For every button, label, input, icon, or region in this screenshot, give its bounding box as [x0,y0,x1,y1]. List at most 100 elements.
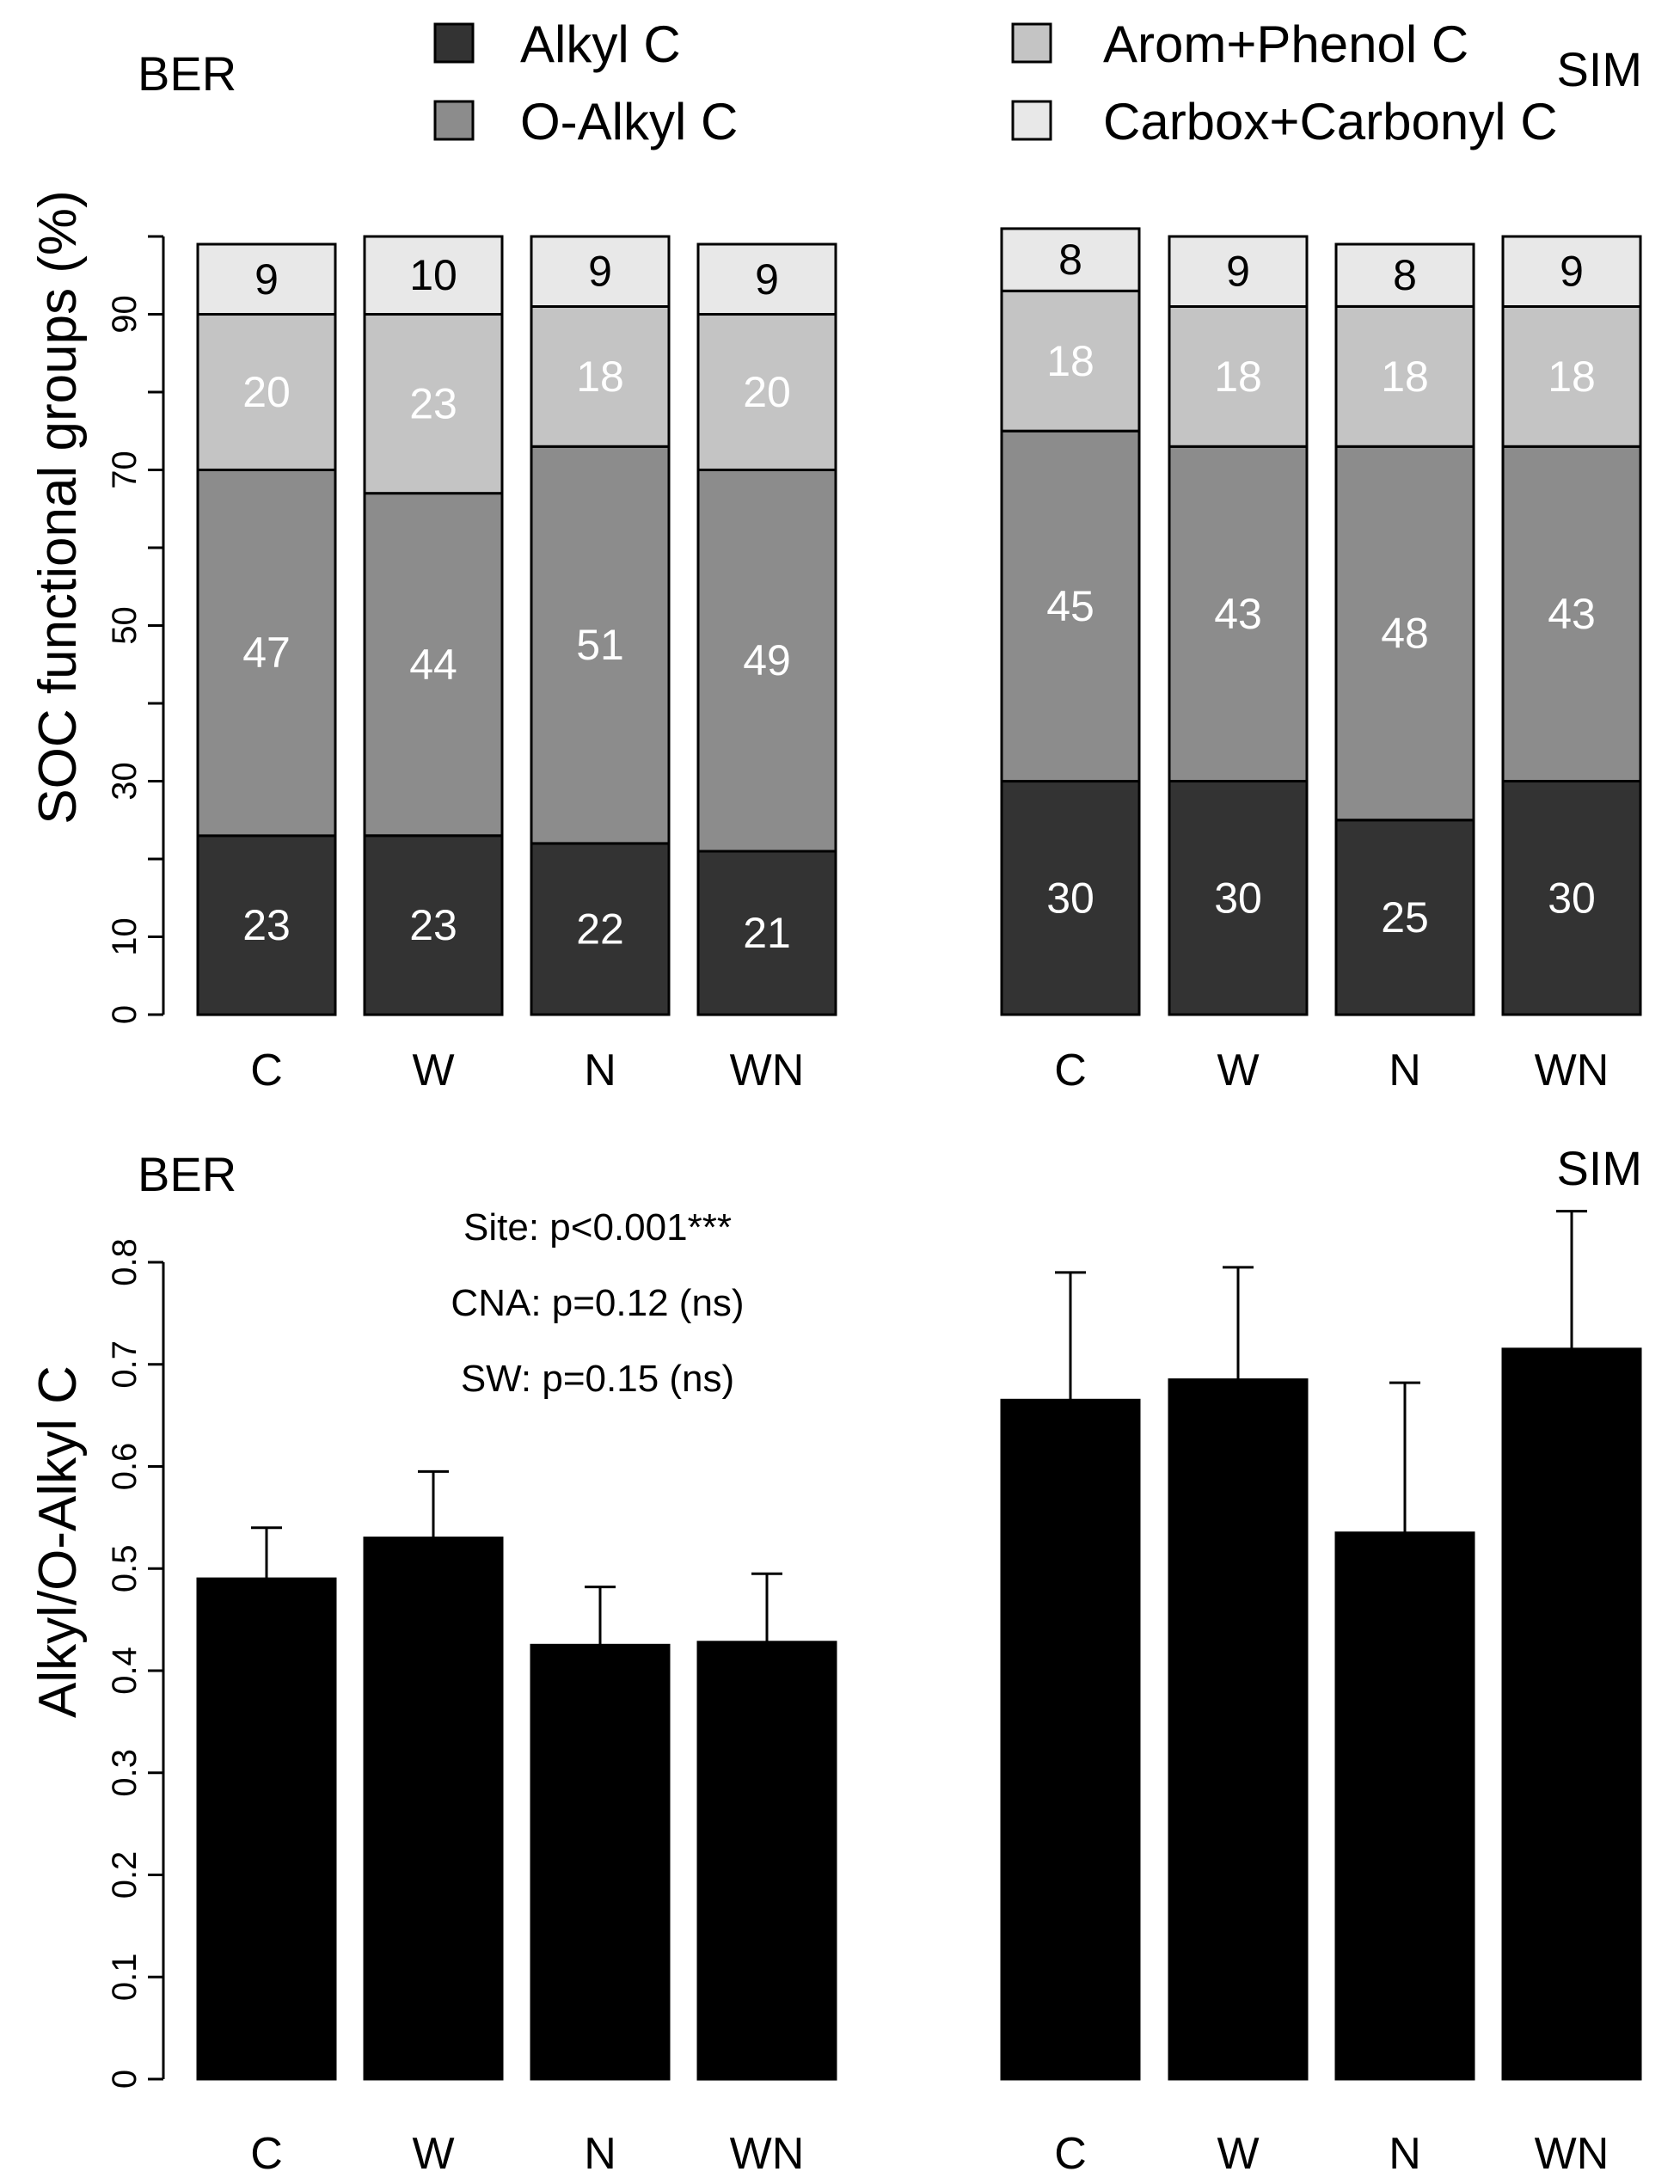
bar-segment-label-top-left-wn-1: 49 [743,636,791,684]
x-tick-label-top-right-w: W [1217,1046,1259,1095]
bar-segment-label-top-left-n-0: 22 [576,905,624,954]
bar-segment-top-right-wn-2 [1501,304,1642,448]
y-tick-label-top-0: 0 [106,1005,144,1024]
bar-segment-label-top-right-wn-3: 9 [1560,248,1584,296]
bar-segment-label-top-left-c-2: 20 [242,368,291,416]
bar-segment-top-right-c-0 [1000,780,1141,1016]
panel-title-top-right: SIM [1556,42,1642,96]
x-tick-label-bottom-left-c: C [250,2129,283,2179]
bar-segment-top-right-n-1 [1334,445,1475,822]
bar-segment-label-top-right-c-0: 30 [1046,874,1094,922]
bar-segment-label-top-left-w-1: 44 [409,641,457,689]
legend: Alkyl C O-Alkyl C Arom+Phenol C Carbox+C… [433,15,1558,150]
bar-segment-top-right-c-2 [1000,289,1141,433]
bar-segment-label-top-right-wn-2: 18 [1548,353,1596,401]
bar-segment-top-left-c-0 [196,834,337,1016]
x-tick-label-top-right-c: C [1054,1046,1087,1095]
y-tick-label-top-70: 70 [106,451,144,489]
bar-segment-label-top-right-c-2: 18 [1046,337,1094,385]
bar-segment-label-top-right-w-1: 43 [1214,590,1262,638]
bar-segment-label-top-left-c-0: 23 [242,901,291,949]
annotation-sw: SW: p=0.15 (ns) [461,1358,734,1400]
bar-segment-top-left-wn-3 [696,242,837,316]
bar-segment-top-left-n-1 [530,445,671,845]
y-tick-label-bottom-0.6: 0.6 [106,1443,144,1491]
bar-segment-top-left-n-2 [530,304,671,448]
bar-bottom-right-wn [1501,1347,1642,2081]
bar-segment-label-top-left-n-2: 18 [576,353,624,401]
bar-segment-label-top-left-n-1: 51 [576,621,624,669]
x-tick-label-bottom-right-n: N [1389,2129,1421,2179]
legend-label-arom-phenol: Arom+Phenol C [1103,15,1468,73]
bar-segment-label-top-left-w-2: 23 [409,380,457,428]
statistics-annotations: Site: p<0.001*** CNA: p=0.12 (ns) SW: p=… [451,1206,744,1400]
bar-segment-label-top-right-n-0: 25 [1381,893,1429,942]
x-tick-label-top-left-wn: WN [730,1046,805,1095]
bar-segment-label-top-right-c-3: 8 [1058,236,1082,284]
bar-bottom-right-w [1168,1378,1309,2081]
bar-segment-top-left-c-1 [196,469,337,837]
panel-title-bottom-right: SIM [1556,1141,1642,1195]
panel-bottom-right: C W N WN [1000,1210,1642,2179]
bar-segment-label-top-right-wn-0: 30 [1548,874,1596,922]
y-tick-label-bottom-0.4: 0.4 [106,1647,144,1695]
bar-bottom-right-n [1334,1531,1475,2081]
bar-segment-top-left-n-0 [530,842,671,1016]
legend-swatch-alkyl [433,22,475,64]
x-tick-label-top-right-n: N [1389,1046,1421,1095]
legend-label-alkyl: Alkyl C [520,15,681,73]
panel-bottom-left: C W N WN [196,1469,837,2179]
bar-segment-label-top-left-w-3: 10 [409,251,457,299]
bar-segment-top-left-w-1 [363,492,504,837]
legend-label-o-alkyl: O-Alkyl C [520,93,738,150]
y-tick-label-bottom-0.2: 0.2 [106,1851,144,1899]
panel-title-top-left: BER [138,46,236,101]
y-tick-label-bottom-0.3: 0.3 [106,1749,144,1797]
x-tick-label-top-right-wn: WN [1535,1046,1609,1095]
bar-segment-top-left-n-3 [530,235,671,308]
bar-segment-top-right-c-1 [1000,429,1141,783]
bar-segment-label-top-left-wn-0: 21 [743,909,791,957]
bar-segment-label-top-right-n-3: 8 [1393,251,1417,299]
y-tick-label-bottom-0.7: 0.7 [106,1340,144,1389]
bar-bottom-left-c [196,1577,337,2081]
bar-segment-label-top-right-n-1: 48 [1381,610,1429,658]
bar-segment-top-right-wn-1 [1501,445,1642,782]
annotation-cna: CNA: p=0.12 (ns) [451,1282,744,1324]
x-tick-label-bottom-right-c: C [1054,2129,1087,2179]
bar-segment-top-right-w-0 [1168,780,1309,1016]
y-axis-bottom: 0 0.1 0.2 0.3 0.4 0.5 0.6 0.7 0.8 [106,1238,165,2089]
bar-segment-top-right-w-3 [1168,235,1309,308]
x-tick-label-bottom-right-w: W [1217,2129,1259,2179]
y-axis-title-bottom: Alkyl/O-Alkyl C [28,1365,88,1718]
bar-segment-top-right-wn-3 [1501,235,1642,308]
y-tick-label-top-30: 30 [106,762,144,801]
bar-segment-top-left-w-0 [363,834,504,1016]
legend-swatch-carbox-carbonyl [1011,100,1052,141]
panel-top-left: 23 47 20 9 C 23 44 23 10 W 22 51 18 9 N 21 49 20 9 WN [196,235,837,1095]
y-tick-label-bottom-0.8: 0.8 [106,1238,144,1286]
x-tick-label-bottom-right-wn: WN [1535,2129,1609,2179]
legend-swatch-arom-phenol [1011,22,1052,64]
x-tick-label-top-left-c: C [250,1046,283,1095]
bar-bottom-left-w [363,1537,504,2081]
bar-segment-top-left-wn-2 [696,313,837,471]
bar-segment-label-top-right-n-2: 18 [1381,353,1429,401]
bar-segment-top-right-c-3 [1000,227,1141,292]
y-axis-title-top: SOC functional groups (%) [28,190,88,824]
bar-segment-top-left-w-2 [363,313,504,495]
bar-segment-label-top-right-w-0: 30 [1214,874,1262,922]
bar-segment-label-top-left-c-3: 9 [254,255,279,304]
bar-segment-top-left-c-3 [196,242,337,316]
legend-swatch-o-alkyl [433,100,475,141]
y-tick-label-top-90: 90 [106,295,144,334]
x-tick-label-top-left-w: W [412,1046,454,1095]
bar-bottom-right-c [1000,1398,1141,2081]
bar-segment-top-right-w-2 [1168,304,1309,448]
bar-segment-label-top-left-n-3: 9 [588,248,612,296]
bar-segment-label-top-right-c-1: 45 [1046,582,1094,630]
bar-segment-top-left-c-2 [196,313,337,471]
bar-segment-top-left-w-3 [363,235,504,316]
y-tick-label-bottom-0.1: 0.1 [106,1953,144,2001]
